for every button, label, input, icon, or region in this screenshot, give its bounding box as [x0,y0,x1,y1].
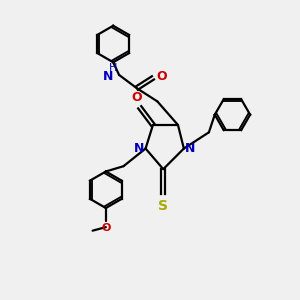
Text: O: O [101,223,110,233]
Text: N: N [134,142,144,155]
Text: N: N [185,142,196,155]
Text: S: S [158,199,168,213]
Text: N: N [103,70,113,83]
Text: H: H [109,63,118,74]
Text: O: O [131,92,142,104]
Text: O: O [157,70,167,83]
